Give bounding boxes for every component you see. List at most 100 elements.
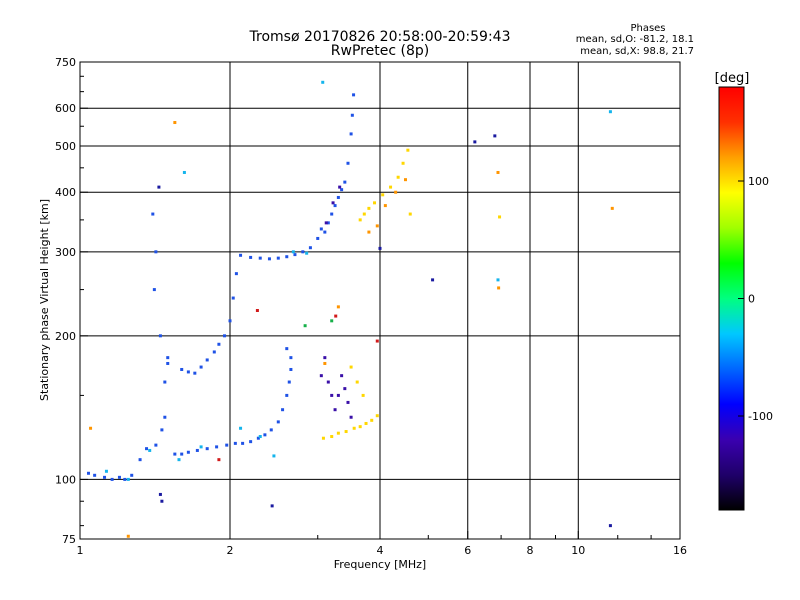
data-point <box>326 221 330 225</box>
data-point <box>370 418 374 422</box>
data-point <box>431 278 435 282</box>
data-point <box>104 469 108 473</box>
data-point <box>303 324 307 328</box>
y-tick-label: 300 <box>55 246 76 259</box>
data-point <box>158 334 162 338</box>
data-point <box>258 435 262 439</box>
data-point <box>123 477 127 481</box>
data-point <box>291 250 295 254</box>
data-point <box>343 180 347 184</box>
data-point <box>330 319 334 323</box>
colorbar-tick-label: 100 <box>748 175 769 188</box>
y-tick-label: 100 <box>55 473 76 486</box>
data-point <box>93 473 97 477</box>
data-point <box>173 121 177 125</box>
data-point <box>173 452 177 456</box>
data-point <box>145 447 149 451</box>
colorbar-label: [deg] <box>715 71 750 86</box>
data-point <box>267 257 271 261</box>
data-point <box>336 393 340 397</box>
data-point <box>272 454 276 458</box>
data-point <box>158 492 162 496</box>
data-point <box>180 367 184 371</box>
data-point <box>258 256 262 260</box>
data-point <box>110 477 114 481</box>
data-point <box>289 356 293 360</box>
data-point <box>362 212 366 216</box>
data-point <box>151 212 155 216</box>
data-point <box>349 132 353 136</box>
data-point <box>126 534 130 538</box>
data-point <box>336 305 340 309</box>
data-point <box>498 215 502 219</box>
data-point <box>608 110 612 114</box>
data-point <box>340 188 344 192</box>
x-tick-label: 8 <box>527 544 534 557</box>
data-point <box>305 251 309 255</box>
data-point <box>154 443 158 447</box>
data-point <box>276 256 280 260</box>
data-point <box>287 380 291 384</box>
data-point <box>157 185 161 189</box>
data-point <box>225 443 229 447</box>
data-point <box>323 356 327 360</box>
data-point <box>152 288 156 292</box>
data-point <box>323 361 327 365</box>
data-point <box>473 140 477 144</box>
data-point <box>350 113 354 117</box>
data-point <box>378 246 382 250</box>
data-point <box>166 361 170 365</box>
data-point <box>321 80 325 84</box>
x-tick-label: 4 <box>377 544 384 557</box>
data-point <box>336 195 340 199</box>
data-points <box>86 80 614 538</box>
data-point <box>249 440 253 444</box>
data-point <box>358 425 362 429</box>
data-point <box>344 430 348 434</box>
y-tick-label: 200 <box>55 330 76 343</box>
data-point <box>308 246 312 250</box>
data-point <box>163 415 167 419</box>
x-tick-label: 16 <box>673 544 687 557</box>
grid-lines <box>80 62 680 539</box>
stats-x-mode: mean, sd,X: 98.8, 21.7 <box>580 46 694 57</box>
y-axis: 75 100 200 300 400 500 600 750 <box>55 56 88 546</box>
x-tick-label: 1 <box>77 544 84 557</box>
data-point <box>117 475 121 479</box>
data-point <box>333 204 337 208</box>
data-point <box>396 175 400 179</box>
data-point <box>349 415 353 419</box>
data-point <box>324 221 328 225</box>
x-tick-label: 6 <box>464 544 471 557</box>
data-point <box>364 421 368 425</box>
data-point <box>375 339 379 343</box>
data-point <box>160 428 164 432</box>
x-tick-label: 2 <box>227 544 234 557</box>
data-point <box>263 433 267 437</box>
data-point <box>126 477 130 481</box>
data-point <box>89 426 93 430</box>
data-point <box>154 250 158 254</box>
data-point <box>223 334 227 338</box>
data-point <box>255 308 259 312</box>
data-point <box>186 450 190 454</box>
stats-o-mode: mean, sd,O: -81.2, 18.1 <box>576 34 694 45</box>
data-point <box>349 365 353 369</box>
chart-subtitle: RwPretec (8p) <box>331 43 429 59</box>
y-tick-label: 500 <box>55 140 76 153</box>
data-point <box>199 365 203 369</box>
data-point <box>148 448 152 452</box>
data-point <box>340 374 344 378</box>
data-point <box>182 170 186 174</box>
data-point <box>321 436 325 440</box>
data-point <box>217 342 221 346</box>
data-point <box>249 255 253 259</box>
data-point <box>394 190 398 194</box>
y-tick-label: 600 <box>55 102 76 115</box>
data-point <box>352 93 356 97</box>
data-point <box>493 134 497 138</box>
data-point <box>373 201 377 205</box>
data-point <box>285 347 289 351</box>
data-point <box>276 420 280 424</box>
